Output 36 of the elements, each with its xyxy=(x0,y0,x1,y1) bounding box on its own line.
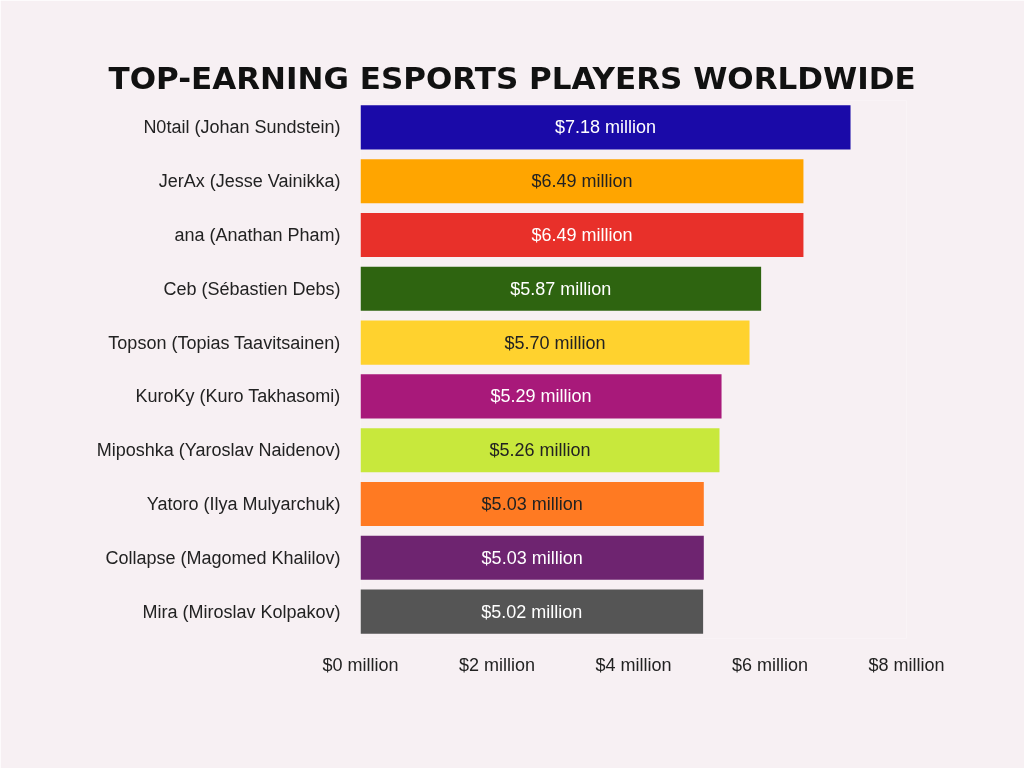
data-label: $5.02 million xyxy=(481,601,583,622)
bar xyxy=(360,589,704,634)
y-tick-label: Topson (Topias Taavitsainen) xyxy=(108,332,341,353)
data-label: $5.03 million xyxy=(481,494,583,514)
y-tick-label: Mira (Miroslav Kolpakov) xyxy=(142,601,341,622)
x-tick-label: $0 million xyxy=(322,654,399,675)
data-label: $5.03 million xyxy=(481,547,583,568)
y-tick-label: JerAx (Jesse Vainikka) xyxy=(158,171,341,192)
bar xyxy=(360,212,804,258)
y-tick-label: ana (Anathan Pham) xyxy=(174,225,341,245)
bar xyxy=(360,374,722,419)
bar xyxy=(360,266,762,311)
y-tick-label: KuroKy (Kuro Takhasomi) xyxy=(135,386,341,407)
y-tick-label: Collapse (Magomed Khalilov) xyxy=(105,547,341,568)
bar xyxy=(360,159,804,204)
x-tick-label: $4 million xyxy=(595,654,672,675)
bar xyxy=(360,481,704,527)
x-tick-label: $6 million xyxy=(731,654,809,675)
y-tick-label: N0tail (Johan Sundstein) xyxy=(143,117,341,138)
data-label: $5.87 million xyxy=(510,278,612,299)
y-tick-label: Miposhka (Yaroslav Naidenov) xyxy=(96,440,341,461)
data-label: $5.70 million xyxy=(504,332,606,353)
bar xyxy=(360,320,750,365)
data-label: $6.49 million xyxy=(531,171,633,192)
data-label: $5.29 million xyxy=(490,386,592,407)
y-tick-label: Ceb (Sébastien Debs) xyxy=(163,278,341,299)
data-label: $7.18 million xyxy=(554,117,657,138)
data-label: $5.26 million xyxy=(489,440,591,461)
bar xyxy=(360,105,851,150)
bar xyxy=(360,428,720,473)
bar xyxy=(360,535,704,580)
chart-title: TOP-EARNING ESPORTS PLAYERS WORLDWIDE xyxy=(108,59,916,96)
x-tick-label: $2 million xyxy=(458,654,536,675)
x-tick-label: $8 million xyxy=(868,654,945,675)
data-label: $6.49 million xyxy=(531,225,633,245)
y-tick-label: Yatoro (Ilya Mulyarchuk) xyxy=(146,494,341,514)
